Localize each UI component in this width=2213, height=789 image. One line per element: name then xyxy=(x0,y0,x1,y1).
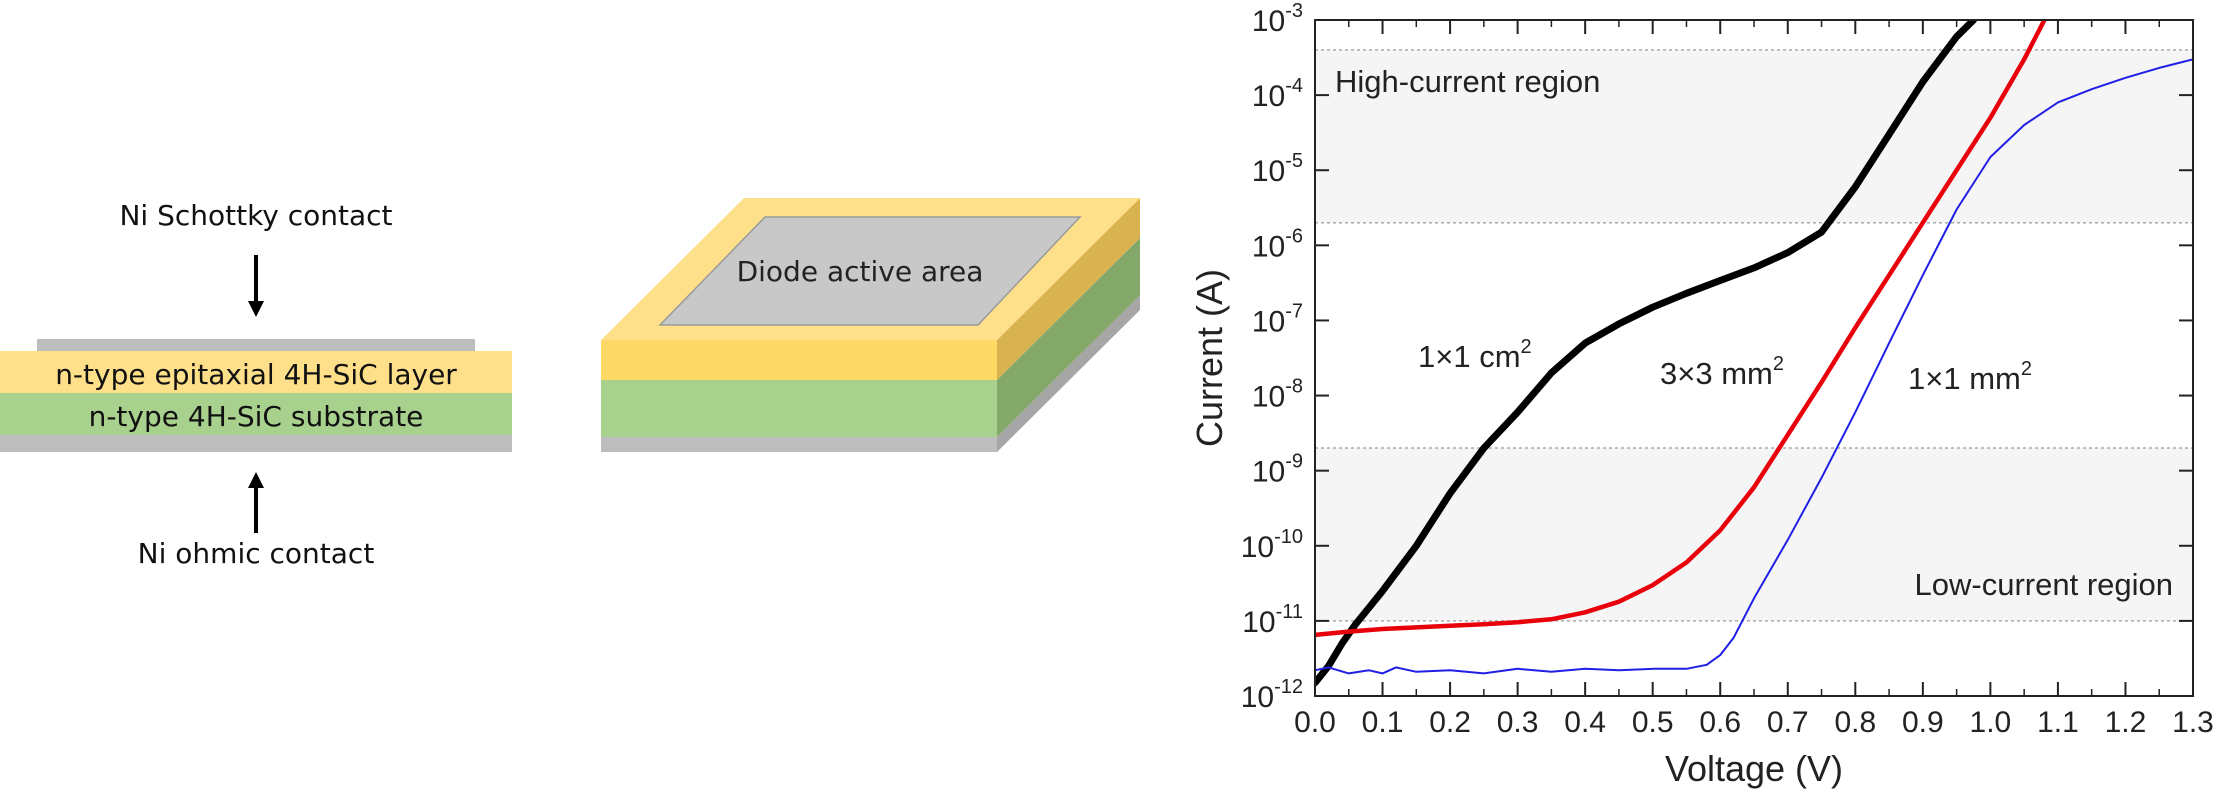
x-tick-label: 0.9 xyxy=(1902,706,1944,739)
y-tick-label: 10-12 xyxy=(1241,676,1303,714)
y-tick-label: 10-3 xyxy=(1252,0,1303,38)
y-tick-label: 10-11 xyxy=(1242,601,1303,639)
x-tick-label: 1.3 xyxy=(2172,706,2213,739)
substrate-layer xyxy=(0,393,512,435)
y-tick-label: 10-5 xyxy=(1252,150,1303,188)
region-label: High-current region xyxy=(1335,64,1600,99)
epitaxial-layer-label: n-type epitaxial 4H-SiC layer xyxy=(55,358,457,391)
x-tick-label: 0.3 xyxy=(1497,706,1539,739)
iv-chart: High-current region Low-current region 0.… xyxy=(1189,0,2213,789)
x-tick-label: 0.0 xyxy=(1294,706,1336,739)
diode-epi-side xyxy=(997,198,1140,380)
region-band xyxy=(1315,49,2193,223)
epitaxial-layer xyxy=(0,351,512,393)
x-axis: 0.0 0.1 0.2 0.3 0.4 0.5 0.6 0.7 0.8 0.9 1.0 1.1 1.2 1… xyxy=(1294,20,2213,739)
diode-bottom-contact xyxy=(601,437,997,452)
region-label: Low-current region xyxy=(1915,567,2173,602)
diode-substrate-front xyxy=(601,380,997,437)
diode-3d-diagram: Diode active area xyxy=(601,198,1140,452)
x-tick-label: 0.2 xyxy=(1429,706,1471,739)
diode-substrate-side xyxy=(997,238,1140,437)
iv-curve xyxy=(1315,20,1977,687)
ohmic-contact-label: Ni ohmic contact xyxy=(138,537,375,570)
y-tick-label: 10-6 xyxy=(1252,225,1303,263)
active-area-label: Diode active area xyxy=(737,255,984,288)
y-tick-label: 10-9 xyxy=(1252,451,1303,489)
series-label: 3×3 mm2 xyxy=(1660,353,1784,391)
y-tick-label: 10-4 xyxy=(1252,75,1303,113)
iv-curves xyxy=(1315,20,2193,687)
x-tick-label: 1.0 xyxy=(1970,706,2012,739)
substrate-layer-label: n-type 4H-SiC substrate xyxy=(89,400,424,433)
y-axis-label: Current (A) xyxy=(1189,269,1230,447)
x-tick-label: 1.2 xyxy=(2105,706,2147,739)
x-tick-label: 0.8 xyxy=(1834,706,1876,739)
schottky-contact-layer xyxy=(37,339,475,351)
diode-active-area xyxy=(658,216,1082,326)
x-tick-label: 1.1 xyxy=(2037,706,2079,739)
iv-curve xyxy=(1315,20,2047,638)
series-label: 1×1 cm2 xyxy=(1418,336,1532,374)
diode-epi-front xyxy=(601,340,997,380)
cross-section-diagram: Ni Schottky contact n-type epitaxial 4H-… xyxy=(0,199,512,570)
x-tick-label: 0.4 xyxy=(1564,706,1606,739)
y-tick-label: 10-7 xyxy=(1252,300,1303,338)
y-tick-label: 10-8 xyxy=(1252,376,1303,414)
x-axis-label: Voltage (V) xyxy=(1665,748,1843,789)
series-label: 1×1 mm2 xyxy=(1908,358,2032,396)
x-tick-label: 0.1 xyxy=(1362,706,1404,739)
up-arrow-icon xyxy=(248,472,264,533)
down-arrow-icon xyxy=(248,255,264,317)
x-tick-label: 0.6 xyxy=(1699,706,1741,739)
ohmic-contact-layer xyxy=(0,435,512,452)
y-axis: 10-12 10-11 10-10 10-9 10-8 10-7 10-6 10-5 10-4 1… xyxy=(1241,0,2193,714)
y-tick-label: 10-10 xyxy=(1241,526,1303,564)
x-tick-label: 0.5 xyxy=(1632,706,1674,739)
series-labels: 1×1 cm2 3×3 mm2 1×1 mm2 xyxy=(1418,336,2032,396)
iv-curve xyxy=(1315,58,2193,675)
x-tick-label: 0.7 xyxy=(1767,706,1809,739)
current-regions: High-current region Low-current region xyxy=(1315,49,2193,622)
schottky-contact-label: Ni Schottky contact xyxy=(119,199,392,232)
